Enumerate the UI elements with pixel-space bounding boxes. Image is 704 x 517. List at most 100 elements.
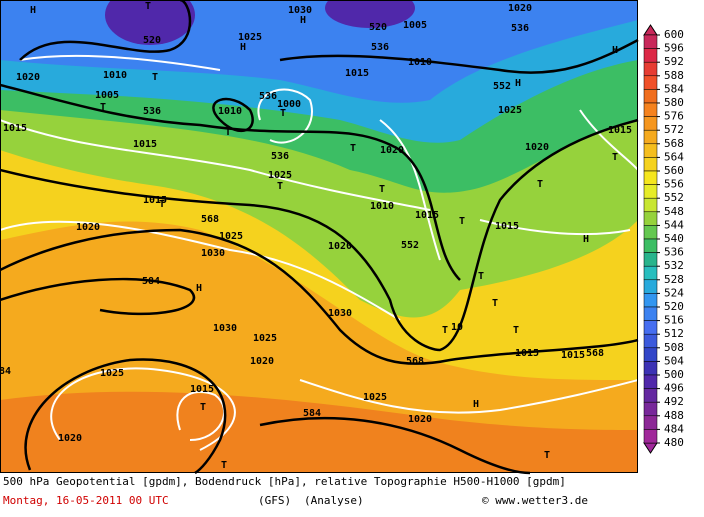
caption-date: Montag, 16-05-2011 00 UTC [3, 494, 169, 507]
map-label: T [221, 460, 227, 471]
colorbar-tick-label: 572 [664, 123, 684, 136]
colorbar-tick-label: 520 [664, 300, 684, 313]
map-label: T [513, 325, 519, 336]
map-label: 1025 [253, 333, 277, 344]
map-label: 1015 [415, 210, 439, 221]
colorbar-tick-label: 588 [664, 69, 684, 82]
colorbar-tick-label: 480 [664, 436, 684, 449]
map-label: 1020 [525, 142, 549, 153]
low-core [325, 0, 415, 28]
map-label: 1010 [408, 57, 432, 68]
caption-title: 500 hPa Geopotential [gpdm], Bodendruck … [3, 475, 566, 488]
colorbar-band [643, 75, 658, 90]
map-label: 1010 [370, 201, 394, 212]
colorbar-band [643, 347, 658, 362]
colorbar-tick-label: 600 [664, 28, 684, 41]
map-label: T [145, 1, 151, 12]
map-label: 520 [143, 35, 161, 46]
colorbar-band [643, 361, 658, 376]
colorbar-tick-label: 584 [664, 82, 684, 95]
map-label: 1020 [58, 433, 82, 444]
map-label: 568 [406, 356, 424, 367]
map-label: T [537, 179, 543, 190]
colorbar-band [643, 170, 658, 185]
colorbar-tick-label: 580 [664, 96, 684, 109]
isobar [0, 119, 431, 211]
map-label: 84 [0, 366, 11, 377]
isobar [50, 367, 236, 451]
map-label: 1015 [143, 195, 167, 206]
contour [279, 38, 639, 74]
caption-model: (GFS) [258, 494, 291, 507]
colorbar-band [643, 197, 658, 213]
map-label: 1015 [190, 384, 214, 395]
colorbar-tick-label: 508 [664, 341, 684, 354]
colorbar-tick-label: 488 [664, 409, 684, 422]
map-label: 1015 [608, 125, 632, 136]
map-label: T [159, 199, 165, 210]
map-label: 536 [371, 42, 389, 53]
map-label: 1015 [345, 68, 369, 79]
contour [259, 416, 531, 475]
map-label: 1025 [363, 392, 387, 403]
isobar [257, 88, 313, 144]
colorbar-band [643, 143, 658, 158]
map-label: T [152, 72, 158, 83]
map-label: 1015 [495, 221, 519, 232]
colorbar-band [643, 157, 658, 172]
map-label: T [277, 181, 283, 192]
map-label: T [200, 402, 206, 413]
colorbar-tick-label: 540 [664, 232, 684, 245]
map-label: T [379, 184, 385, 195]
map-label: H [240, 42, 246, 53]
map-label: T [350, 143, 356, 154]
contour [19, 0, 192, 61]
contour [0, 228, 639, 365]
map-label: 536 [259, 91, 277, 102]
map-label: 1030 [201, 248, 225, 259]
map-label: H [612, 45, 618, 56]
colorbar-band [643, 252, 658, 267]
colorbar-band [643, 211, 658, 226]
map-label: 1030 [288, 5, 312, 16]
isobar [19, 54, 221, 71]
colorbar-band [643, 401, 658, 417]
map-label: T [544, 450, 550, 461]
isobar [379, 119, 441, 261]
map-label: 536 [271, 151, 289, 162]
map-label: 584 [142, 276, 160, 287]
colorbar-band [643, 374, 658, 389]
map-label: 1025 [498, 105, 522, 116]
map-label: 1020 [250, 356, 274, 367]
colorbar-tick-label: 528 [664, 273, 684, 286]
colorbar-band [643, 415, 658, 430]
map-label: 1025 [219, 231, 243, 242]
geopotential-contours [0, 0, 639, 475]
colorbar-tick-label: 500 [664, 368, 684, 381]
map-label: 1015 [3, 123, 27, 134]
colorbar-tick-label: 596 [664, 42, 684, 55]
map-label: 1005 [95, 90, 119, 101]
caption-run: (Analyse) [304, 494, 364, 507]
map-label: 1030 [213, 323, 237, 334]
map-label: T [492, 298, 498, 309]
isobar [299, 379, 639, 414]
map-label: 1030 [328, 308, 352, 319]
caption-credit: © www.wetter3.de [482, 494, 588, 507]
colorbar-tick-label: 492 [664, 395, 684, 408]
map-label: H [30, 5, 36, 16]
map-label: 1005 [403, 20, 427, 31]
colorbar-band [643, 320, 658, 335]
colorbar-band [643, 225, 658, 240]
contour [0, 83, 461, 281]
colorbar-tick-label: 496 [664, 382, 684, 395]
map-label: 1020 [508, 3, 532, 14]
colorbar-band [643, 388, 658, 403]
colorbar-tick-label: 544 [664, 218, 684, 231]
colorbar-tick-label: 560 [664, 164, 684, 177]
colorbar-band [643, 116, 658, 131]
colorbar-tick-label: 484 [664, 422, 684, 435]
map-label: T [442, 325, 448, 336]
map-label: 536 [143, 106, 161, 117]
